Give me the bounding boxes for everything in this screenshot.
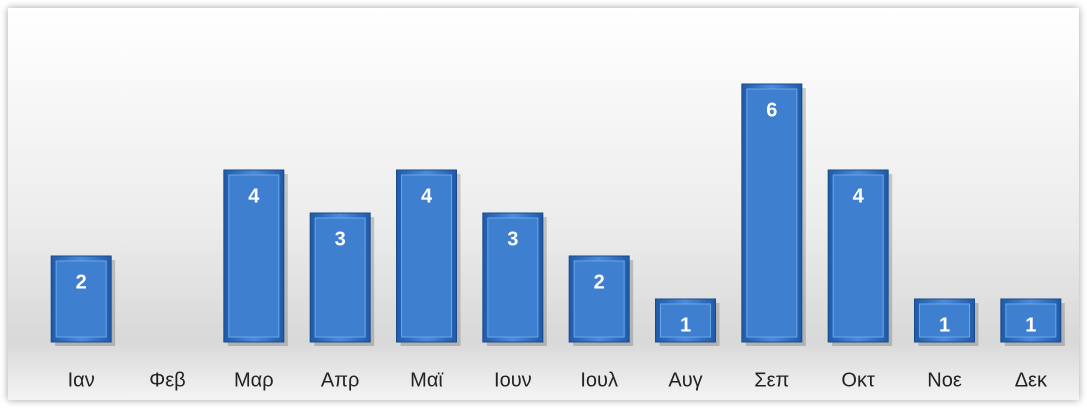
x-tick-label: Σεπ xyxy=(754,369,789,391)
x-tick-label: Ιουν xyxy=(494,369,532,391)
bar-bevel xyxy=(832,174,884,338)
x-tick-label: Φεβ xyxy=(149,369,185,391)
bar-bevel xyxy=(660,303,711,338)
x-tick-label: Οκτ xyxy=(841,369,875,391)
bar-bevel xyxy=(746,88,798,338)
bar-bevel xyxy=(1005,303,1057,338)
data-label: 6 xyxy=(766,99,777,121)
x-tick-label: Αυγ xyxy=(668,369,702,391)
x-tick-label: Ιαν xyxy=(68,369,95,391)
data-label: 1 xyxy=(1025,314,1036,336)
bar-bevel xyxy=(401,174,452,338)
bar-bevel xyxy=(919,303,970,338)
x-tick-label: Μαρ xyxy=(234,369,274,391)
x-tick-label: Ιουλ xyxy=(580,369,618,391)
plot-frame xyxy=(8,8,1079,400)
bar-bevel xyxy=(228,174,280,338)
x-tick-label: Δεκ xyxy=(1015,369,1048,391)
bar-bevel xyxy=(487,217,539,338)
bar-bevel xyxy=(314,217,366,338)
data-label: 3 xyxy=(507,228,518,250)
x-tick-label: Μαϊ xyxy=(410,369,443,391)
data-label: 3 xyxy=(335,228,346,250)
data-label: 4 xyxy=(421,185,433,207)
data-label: 4 xyxy=(853,185,865,207)
x-tick-label: Απρ xyxy=(321,369,360,391)
data-label: 1 xyxy=(939,314,950,336)
data-label: 2 xyxy=(594,271,605,293)
bar-bevel xyxy=(573,260,625,338)
data-label: 4 xyxy=(248,185,260,207)
data-label: 2 xyxy=(76,271,87,293)
bar-bevel xyxy=(55,260,107,338)
data-label: 1 xyxy=(680,314,691,336)
x-tick-label: Νοε xyxy=(927,369,962,391)
